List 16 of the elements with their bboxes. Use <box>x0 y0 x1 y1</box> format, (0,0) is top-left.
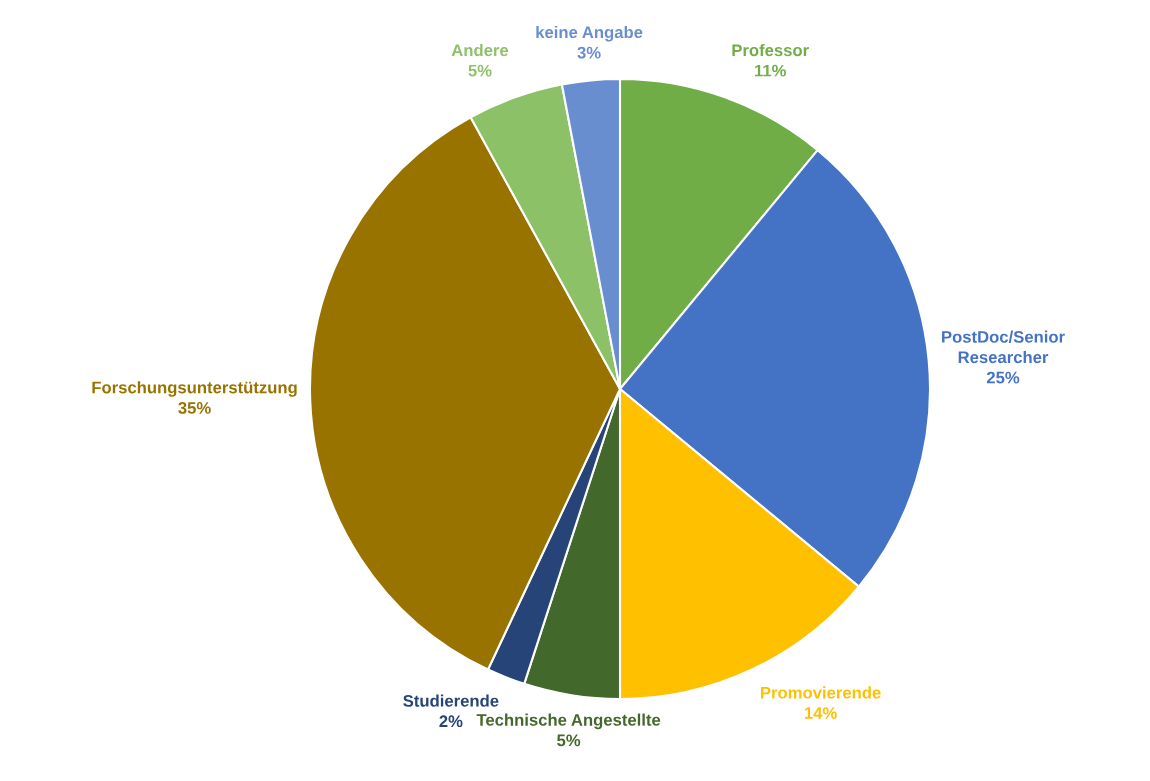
data-label: 2% <box>439 715 463 728</box>
slice-label: Technische Angestellte <box>476 713 661 730</box>
slice-label: Professor <box>732 43 809 57</box>
slice-label: Andere <box>451 43 509 57</box>
data-label: 14% <box>804 707 837 719</box>
data-label: 5% <box>468 64 492 77</box>
slice-label: Promovierende <box>761 686 881 699</box>
slice-label: keine Angabe <box>536 25 643 42</box>
data-label: 11% <box>755 64 786 77</box>
slice-label: Forschungsunterstützung <box>92 381 297 397</box>
slice-label: PostDoc/Senior Researcher <box>942 330 1065 364</box>
data-label: 25% <box>986 371 1020 384</box>
slice-label: Studierende <box>403 694 499 707</box>
data-label: 5% <box>557 734 581 747</box>
data-label: 3% <box>577 46 601 59</box>
data-label: 35% <box>178 402 211 414</box>
